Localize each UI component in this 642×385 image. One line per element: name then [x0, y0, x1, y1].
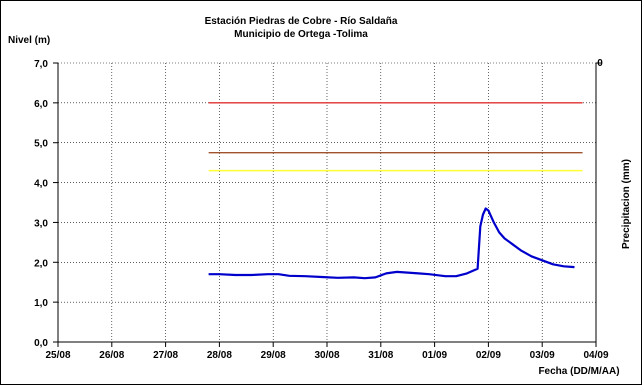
x-tick-label: 01/09: [422, 350, 447, 361]
y-tick-label: 0,0: [34, 338, 48, 349]
chart-subtitle: Municipio de Ortega -Tolima: [234, 29, 368, 40]
x-tick-label: 03/09: [530, 350, 555, 361]
y-tick-labels: 0,0 1,0 2,0 3,0 4,0 5,0 6,0 7,0: [34, 59, 48, 349]
y-tick-label: 3,0: [34, 218, 48, 229]
y2-axis-label: Precipitacion (mm): [621, 159, 632, 249]
axes: [53, 62, 601, 347]
threshold-lines: [208, 102, 583, 172]
x-tick-label: 04/09: [583, 350, 608, 361]
x-tick-label: 30/08: [314, 350, 339, 361]
x-tick-label: 25/08: [45, 350, 70, 361]
x-tick-label: 28/08: [207, 350, 232, 361]
y-tick-label: 6,0: [34, 99, 48, 110]
series-group: [208, 207, 575, 280]
y-tick-label: 1,0: [34, 298, 48, 309]
chart-title: Estación Piedras de Cobre - Río Saldaña: [205, 16, 398, 27]
x-tick-label: 27/08: [153, 350, 178, 361]
y-axis-label: Nivel (m): [8, 35, 50, 46]
grid: [57, 62, 597, 343]
series-line: [208, 207, 575, 280]
x-tick-label: 31/08: [368, 350, 393, 361]
x-tick-label: 26/08: [99, 350, 124, 361]
y-tick-label: 2,0: [34, 258, 48, 269]
y-tick-label: 4,0: [34, 179, 48, 190]
x-tick-label: 02/09: [476, 350, 501, 361]
y-tick-label: 5,0: [34, 139, 48, 150]
x-tick-labels: 25/08 26/08 27/08 28/08 29/08 30/08 31/08 01/09…: [45, 350, 608, 361]
x-axis-label: Fecha (DD/M/AA): [538, 366, 619, 377]
y-tick-label: 7,0: [34, 59, 48, 70]
x-tick-label: 29/08: [261, 350, 286, 361]
